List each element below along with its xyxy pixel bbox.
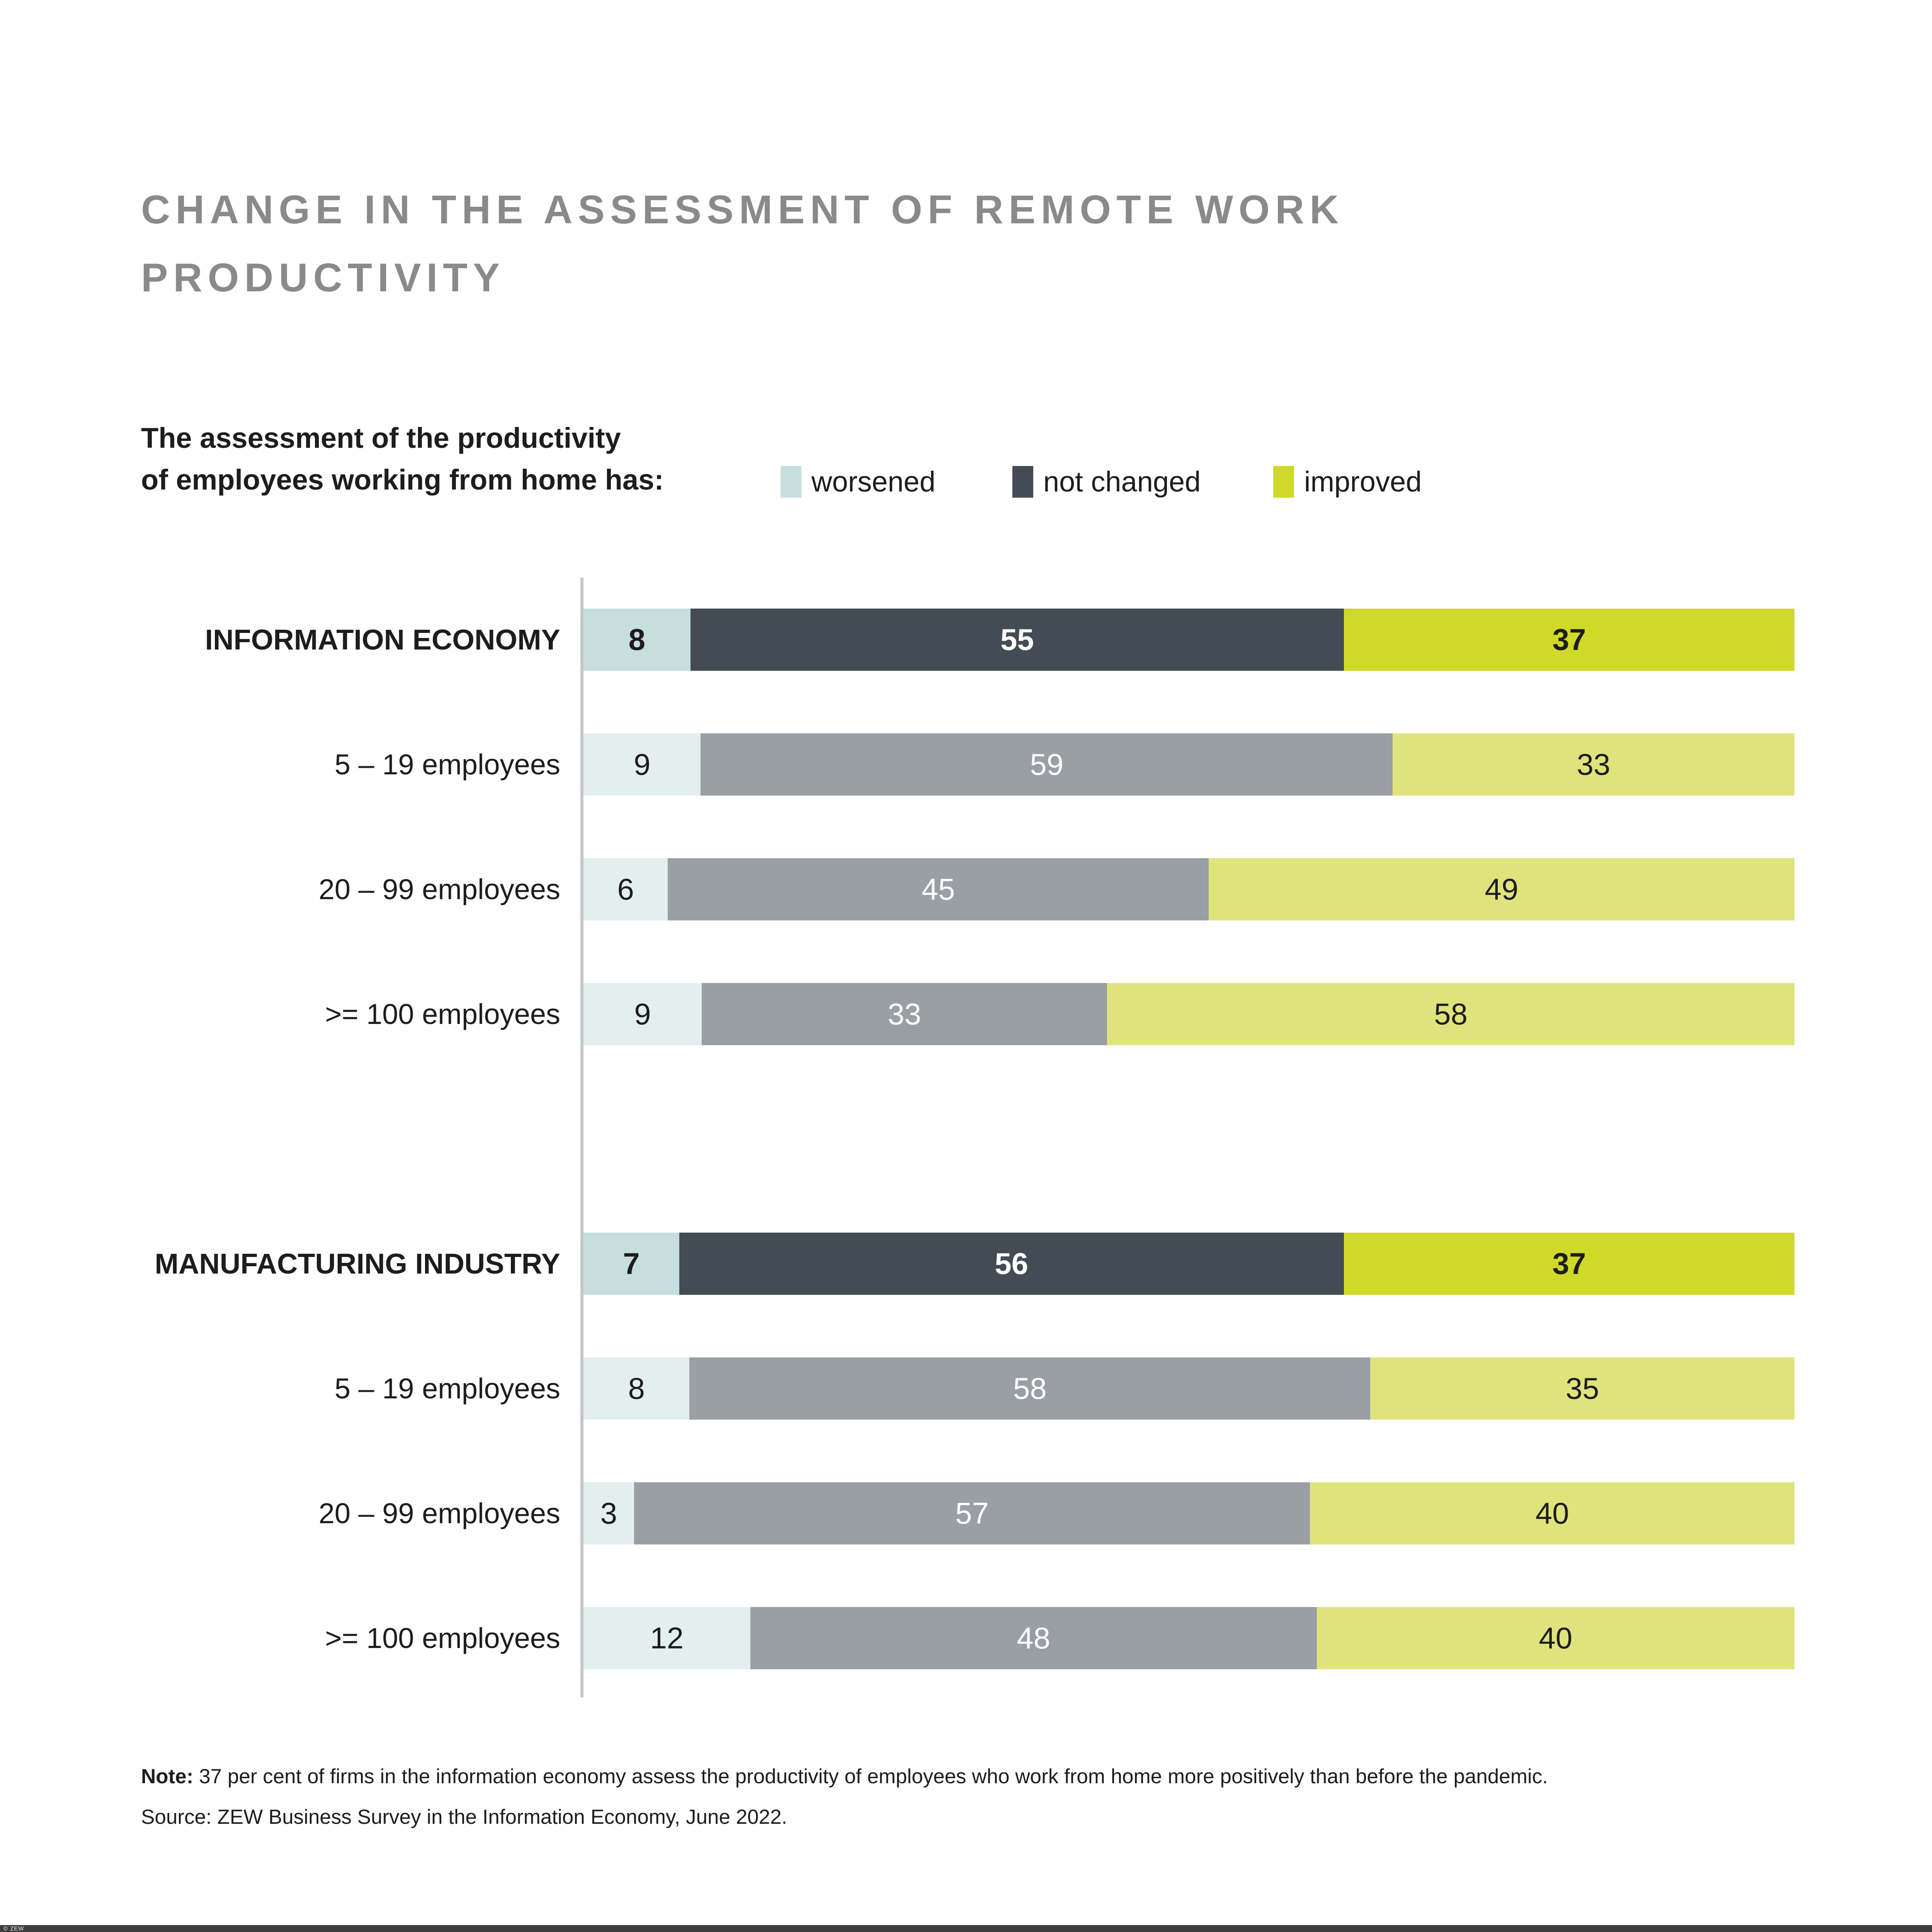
bar-segment-improved: 33 [1393, 733, 1794, 796]
segment-value: 57 [955, 1496, 989, 1530]
legend-label-not-changed: not changed [1043, 466, 1201, 498]
bar-segment-worsened: 7 [583, 1233, 679, 1295]
title-line2: PRODUCTIVITY [141, 255, 505, 300]
footer-strip: © ZEW [0, 1925, 1932, 1932]
row-label: >= 100 employees [325, 998, 560, 1030]
segment-value: 35 [1565, 1371, 1599, 1405]
bar-segment-improved: 49 [1208, 858, 1795, 920]
segment-value: 8 [628, 622, 646, 656]
chart-row: 20 – 99 employees 6 45 49 [0, 858, 1797, 920]
legend-label-improved: improved [1304, 466, 1422, 498]
title-line1: CHANGE IN THE ASSESSMENT OF REMOTE WORK [141, 187, 1344, 232]
segment-value: 40 [1539, 1621, 1573, 1655]
copyright-label: © ZEW [3, 1925, 24, 1932]
stacked-bar: 6 45 49 [583, 858, 1795, 920]
y-axis-line [580, 578, 583, 1697]
bar-segment-not-changed: 56 [679, 1233, 1344, 1295]
segment-value: 12 [650, 1621, 684, 1655]
bar-segment-not-changed: 58 [689, 1357, 1371, 1420]
chart-row: INFORMATION ECONOMY 8 55 37 [0, 609, 1797, 671]
legend-label-worsened: worsened [811, 466, 935, 498]
chart-row: >= 100 employees 9 33 58 [0, 983, 1797, 1045]
stacked-bar: 9 33 58 [583, 983, 1794, 1045]
segment-value: 58 [1434, 997, 1468, 1031]
stacked-bar: 8 58 35 [583, 1357, 1795, 1420]
segment-value: 56 [995, 1247, 1029, 1281]
row-label: 5 – 19 employees [334, 1372, 560, 1405]
legend-item-improved: improved [1273, 466, 1422, 498]
segment-value: 58 [1013, 1371, 1047, 1405]
row-label: 20 – 99 employees [318, 1497, 560, 1529]
legend-item-not-changed: not changed [1012, 466, 1201, 498]
bar-segment-not-changed: 45 [668, 858, 1209, 920]
source-text: Source: ZEW Business Survey in the Infor… [141, 1806, 787, 1828]
note-label: Note: [141, 1765, 194, 1788]
segment-value: 7 [623, 1247, 640, 1281]
bar-segment-improved: 40 [1310, 1482, 1794, 1544]
bar-segment-not-changed: 59 [701, 733, 1393, 796]
segment-value: 48 [1017, 1621, 1051, 1655]
segment-value: 40 [1535, 1496, 1569, 1530]
row-label: 5 – 19 employees [334, 748, 560, 781]
stacked-bar: 3 57 40 [583, 1482, 1794, 1544]
bar-segment-improved: 35 [1370, 1357, 1795, 1420]
segment-value: 37 [1552, 622, 1586, 656]
note-block: Note: 37 per cent of firms in the inform… [141, 1756, 1841, 1837]
chart-row: MANUFACTURING INDUSTRY 7 56 37 [0, 1233, 1797, 1295]
chart-row: >= 100 employees 12 48 40 [0, 1607, 1797, 1669]
bar-segment-worsened: 9 [583, 983, 702, 1045]
bar-segment-improved: 58 [1107, 983, 1794, 1045]
bar-segment-worsened: 8 [583, 609, 690, 671]
stacked-bar: 9 59 33 [583, 733, 1794, 796]
segment-value: 3 [600, 1496, 617, 1530]
legend-swatch-not-changed [1012, 466, 1033, 498]
bar-segment-improved: 40 [1316, 1607, 1794, 1669]
legend-swatch-improved [1273, 466, 1294, 498]
stacked-bar: 12 48 40 [583, 1607, 1794, 1669]
segment-value: 33 [888, 997, 921, 1031]
segment-value: 37 [1552, 1247, 1586, 1281]
row-label: MANUFACTURING INDUSTRY [155, 1248, 560, 1280]
row-label: 20 – 99 employees [318, 873, 560, 905]
chart-row: 20 – 99 employees 3 57 40 [0, 1482, 1797, 1544]
segment-value: 49 [1485, 872, 1519, 906]
subtitle-line2: of employees working from home has: [141, 464, 664, 496]
segment-value: 9 [633, 747, 651, 781]
bar-segment-worsened: 3 [583, 1482, 634, 1544]
legend-item-worsened: worsened [781, 466, 935, 498]
bar-segment-not-changed: 57 [634, 1482, 1310, 1544]
page-title: CHANGE IN THE ASSESSMENT OF REMOTE WORK P… [141, 176, 1803, 312]
segment-value: 59 [1030, 747, 1064, 781]
subtitle-line1: The assessment of the productivity [141, 422, 621, 454]
row-label: INFORMATION ECONOMY [205, 624, 560, 656]
chart-row: 5 – 19 employees 8 58 35 [0, 1357, 1797, 1420]
chart-question: The assessment of the productivity of emp… [141, 417, 875, 501]
row-label: >= 100 employees [325, 1622, 560, 1654]
segment-value: 33 [1577, 747, 1611, 781]
chart-row: 5 – 19 employees 9 59 33 [0, 733, 1797, 796]
note-text: 37 per cent of firms in the information … [193, 1765, 1548, 1788]
segment-value: 9 [634, 997, 651, 1031]
bar-segment-not-changed: 55 [690, 609, 1344, 671]
bar-segment-not-changed: 48 [750, 1607, 1317, 1669]
segment-value: 8 [628, 1371, 645, 1405]
legend-swatch-worsened [781, 466, 801, 498]
bar-segment-worsened: 6 [583, 858, 668, 920]
bar-segment-worsened: 8 [583, 1357, 690, 1420]
stacked-bar: 7 56 37 [583, 1233, 1794, 1295]
bar-segment-improved: 37 [1344, 1233, 1794, 1295]
stacked-bar: 8 55 37 [583, 609, 1794, 671]
segment-value: 6 [617, 872, 634, 906]
bar-segment-worsened: 9 [583, 733, 701, 796]
bar-segment-worsened: 12 [583, 1607, 750, 1669]
bar-segment-improved: 37 [1344, 609, 1794, 671]
bar-segment-not-changed: 33 [701, 983, 1107, 1045]
segment-value: 45 [921, 872, 955, 906]
segment-value: 55 [1000, 622, 1034, 656]
